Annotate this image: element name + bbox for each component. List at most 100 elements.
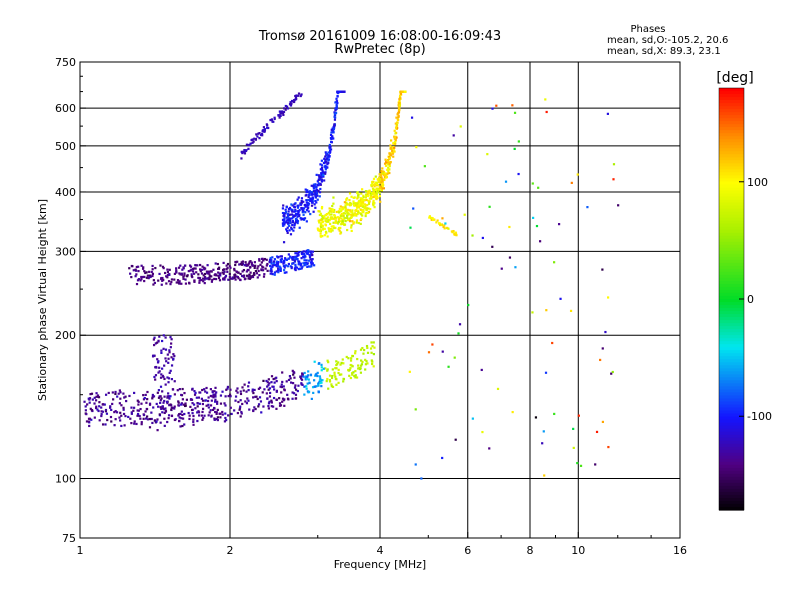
data-point (412, 207, 415, 210)
colorbar-segment (719, 157, 744, 161)
data-point (165, 360, 168, 363)
colorbar-segment (719, 181, 744, 186)
colorbar-segment (719, 380, 744, 384)
data-point (312, 210, 315, 213)
data-point (393, 137, 396, 140)
data-point (258, 396, 262, 399)
data-point (217, 267, 221, 270)
data-point (327, 151, 330, 154)
colorbar-segment (719, 112, 744, 116)
colorbar-segment (719, 286, 744, 291)
data-point (178, 280, 181, 283)
data-point (275, 255, 279, 258)
data-point (324, 230, 328, 233)
data-point (341, 221, 345, 224)
colorbar-segment (719, 292, 744, 297)
colorbar-segment (719, 410, 744, 415)
data-point (380, 181, 383, 184)
data-point (238, 407, 242, 410)
data-point (286, 221, 290, 224)
data-point (324, 151, 327, 154)
data-point (544, 98, 547, 101)
data-point (340, 210, 343, 213)
data-point (154, 266, 157, 270)
data-point (88, 424, 91, 428)
data-point (261, 265, 264, 268)
colorbar-segment (719, 446, 744, 451)
data-point (610, 372, 613, 375)
data-point (248, 143, 251, 146)
data-point (240, 157, 243, 160)
data-point (272, 263, 275, 267)
data-point (346, 218, 350, 222)
data-point (323, 217, 326, 220)
data-point (333, 371, 336, 374)
data-point (290, 102, 293, 105)
data-point (354, 352, 357, 355)
colorbar-segment (719, 503, 744, 508)
data-point (311, 250, 314, 253)
data-point (379, 173, 382, 177)
data-point (198, 402, 201, 405)
data-point (336, 95, 339, 98)
data-point (192, 423, 195, 426)
data-point (488, 447, 491, 450)
data-point (310, 197, 314, 201)
data-point (165, 275, 168, 278)
data-point (191, 402, 194, 405)
data-point (354, 202, 357, 205)
data-point (240, 150, 243, 153)
data-point (353, 374, 356, 378)
colorbar-segment (719, 289, 744, 294)
data-point (210, 399, 213, 402)
data-point (160, 373, 163, 376)
data-point (214, 262, 217, 265)
data-point (395, 136, 398, 139)
data-point (194, 264, 197, 267)
data-point (270, 375, 274, 378)
data-point (317, 178, 320, 182)
data-point (318, 178, 322, 181)
data-point (351, 209, 354, 212)
data-point (157, 360, 160, 363)
data-point (167, 361, 170, 364)
data-point (183, 391, 186, 395)
data-point (275, 376, 278, 379)
data-point (368, 189, 371, 192)
data-point (143, 275, 146, 279)
chart-title: Tromsø 20161009 16:08:00-16:09:43 (258, 29, 501, 44)
data-point (211, 278, 214, 281)
data-point (114, 418, 117, 421)
data-point (302, 262, 305, 265)
data-point (304, 378, 307, 381)
data-point (293, 371, 296, 374)
data-point (173, 380, 176, 383)
data-point (601, 347, 604, 350)
colorbar-segment (719, 148, 744, 152)
data-point (119, 419, 122, 422)
data-point (545, 110, 548, 114)
data-point (249, 276, 253, 279)
data-point (260, 411, 263, 414)
data-point (335, 367, 338, 370)
data-point (337, 371, 340, 375)
data-point (159, 376, 163, 379)
data-point (101, 403, 104, 406)
data-point (352, 196, 355, 199)
data-point (296, 254, 299, 257)
data-point (310, 199, 313, 202)
data-point (285, 380, 288, 383)
data-point (170, 278, 174, 281)
data-point (486, 153, 489, 156)
data-point (601, 420, 605, 424)
data-point (450, 230, 453, 233)
data-point (260, 268, 263, 271)
data-point (201, 388, 204, 392)
data-point (277, 271, 280, 274)
data-point (320, 178, 323, 181)
colorbar-segment (719, 383, 744, 388)
data-point (303, 371, 306, 375)
data-point (169, 336, 172, 339)
colorbar-segment (719, 166, 744, 170)
data-point (284, 257, 287, 260)
